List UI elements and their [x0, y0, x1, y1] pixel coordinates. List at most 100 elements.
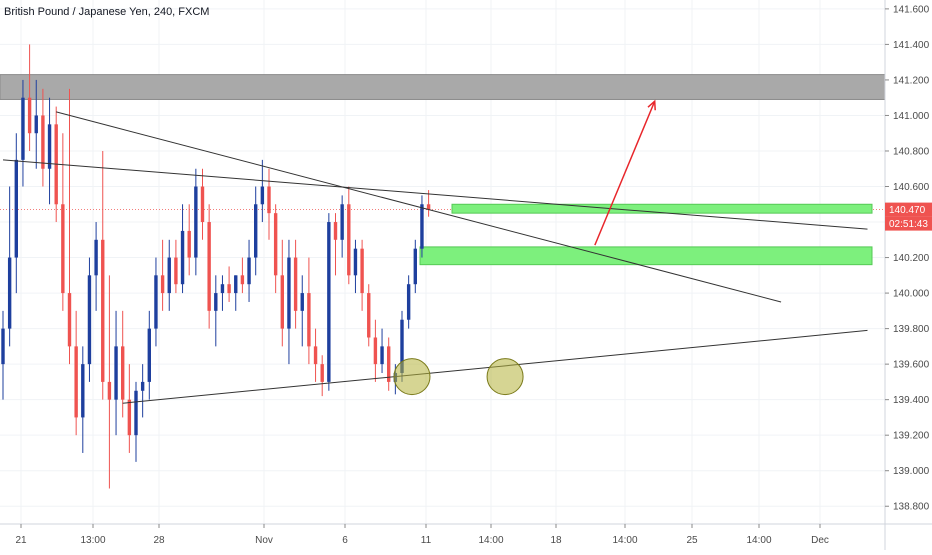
- candle-body: [94, 239, 98, 276]
- y-tick-label: 139.200: [893, 431, 930, 442]
- candle-body: [154, 275, 158, 329]
- candle-body: [293, 257, 298, 311]
- candle-body: [47, 124, 52, 169]
- y-tick-label: 141.600: [893, 4, 930, 15]
- candle-body: [320, 364, 324, 382]
- candle-body: [61, 204, 65, 294]
- current-price-tag: [885, 202, 932, 217]
- zone-lower-support: [419, 246, 873, 266]
- candle-body: [373, 337, 378, 365]
- candle-body: [107, 381, 112, 400]
- candle-body: [347, 204, 351, 276]
- candle-body: [353, 248, 358, 276]
- y-tick-label: 140.600: [893, 182, 930, 193]
- candle-body: [273, 213, 278, 276]
- x-tick-label: 6: [342, 535, 348, 546]
- y-tick-label: 139.000: [893, 466, 930, 477]
- candle-body: [406, 284, 411, 320]
- candle-body: [81, 364, 85, 418]
- y-tick-label: 141.200: [893, 75, 930, 86]
- candle-body: [340, 204, 344, 240]
- y-tick-label: 140.200: [893, 253, 930, 264]
- candle-body: [147, 328, 151, 382]
- y-tick-label: 140.000: [893, 289, 930, 300]
- candle-body: [167, 257, 171, 294]
- candle-body: [187, 230, 191, 258]
- candle-body: [140, 381, 145, 391]
- candle-body: [280, 275, 284, 329]
- x-tick-label: 14:00: [612, 535, 637, 546]
- x-tick-label: 14:00: [746, 535, 771, 546]
- y-tick-label: 139.600: [893, 360, 930, 371]
- candle-body: [87, 275, 92, 365]
- candle-body: [21, 97, 25, 160]
- x-tick-label: 13:00: [80, 535, 105, 546]
- x-tick-label: 18: [550, 535, 562, 546]
- candle-body: [200, 186, 205, 223]
- y-tick-label: 138.800: [893, 502, 930, 513]
- x-tick-label: Dec: [811, 535, 829, 546]
- x-tick-label: 14:00: [478, 535, 503, 546]
- candle-body: [234, 275, 238, 294]
- candle-body: [194, 186, 198, 258]
- candle-body: [333, 222, 338, 240]
- zone-layer: [0, 74, 886, 266]
- candle-body: [307, 293, 311, 347]
- projection-arrow-shaft: [594, 100, 656, 246]
- zone-upper-support: [451, 203, 873, 214]
- candle-body: [74, 346, 78, 418]
- candle-body: [34, 115, 38, 134]
- candle-body: [367, 293, 371, 338]
- candle-body: [360, 248, 364, 294]
- candle-body: [41, 115, 45, 169]
- candle-body: [220, 284, 225, 294]
- x-tick-label: Nov: [255, 535, 273, 546]
- countdown-tag: [885, 216, 932, 231]
- candle-layer: [1, 44, 431, 489]
- candle-body: [27, 97, 32, 134]
- pattern-marker-bottom-1: [393, 358, 431, 396]
- candle-body: [160, 275, 165, 294]
- candle-body: [426, 204, 431, 210]
- candle-body: [313, 346, 318, 365]
- x-tick-label: 11: [421, 535, 432, 546]
- y-tick-label: 139.400: [893, 395, 930, 406]
- candle-body: [214, 293, 218, 311]
- candle-body: [101, 239, 105, 382]
- candle-body: [400, 319, 404, 374]
- candle-body: [7, 257, 12, 329]
- candle-body: [380, 346, 384, 365]
- candle-body: [127, 399, 132, 436]
- candle-body: [260, 186, 265, 205]
- candle-body: [247, 257, 251, 285]
- x-tick-label: 21: [15, 535, 27, 546]
- y-tick-label: 140.800: [893, 146, 930, 157]
- candle-body: [300, 293, 304, 311]
- y-tick-label: 141.400: [893, 40, 930, 51]
- candle-body: [121, 346, 125, 400]
- candle-body: [14, 159, 18, 258]
- marker-layer: [393, 99, 656, 396]
- y-tick-label: 139.800: [893, 324, 930, 335]
- candle-body: [387, 346, 391, 382]
- candle-body: [267, 186, 271, 214]
- candle-body: [240, 275, 245, 285]
- candle-body: [114, 346, 118, 400]
- zone-resistance: [0, 74, 886, 100]
- pattern-marker-bottom-2: [486, 358, 524, 396]
- candle-body: [1, 328, 5, 365]
- x-tick-label: 25: [686, 535, 698, 546]
- projection-arrow-head: [647, 99, 656, 111]
- trendline-descending-upper: [2, 159, 868, 230]
- x-tick-label: 28: [153, 535, 165, 546]
- current-price-label: 140.470: [889, 205, 926, 216]
- countdown-label: 02:51:43: [889, 219, 928, 230]
- candle-body: [207, 222, 211, 311]
- candle-body: [413, 248, 417, 285]
- candle-body: [174, 257, 178, 285]
- candle-body: [180, 230, 185, 285]
- candle-body: [327, 222, 331, 382]
